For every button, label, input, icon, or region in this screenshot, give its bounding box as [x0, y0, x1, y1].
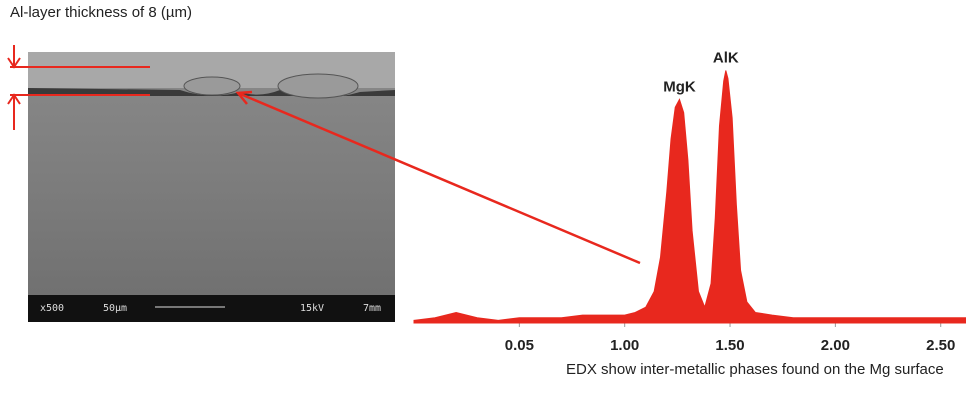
scale-label: x500	[40, 303, 64, 314]
peak-label: AlK	[713, 49, 739, 66]
spectrum	[413, 70, 966, 324]
x-tick-label: 1.50	[715, 337, 744, 354]
marker-arrow	[7, 57, 21, 69]
caption: EDX show inter-metallic phases found on …	[566, 361, 944, 378]
phase	[277, 73, 359, 99]
x-tick-label: 2.50	[926, 337, 955, 354]
scale-bar-strip	[28, 295, 395, 322]
x-tick-label: 0.05	[505, 337, 534, 354]
x-tick-label: 1.00	[610, 337, 639, 354]
scale-label: 7mm	[363, 303, 381, 314]
annotation: Al-layer thickness of 8 (µm)	[10, 4, 193, 21]
marker-arrow	[7, 93, 21, 105]
scale-label: 15kV	[300, 303, 324, 314]
phase	[183, 76, 241, 96]
pointer-arrow	[235, 90, 253, 105]
peak-label: MgK	[663, 78, 696, 95]
pointer-arrow	[237, 91, 641, 265]
scale-label: 50µm	[103, 303, 127, 314]
x-tick-label: 2.00	[821, 337, 850, 354]
